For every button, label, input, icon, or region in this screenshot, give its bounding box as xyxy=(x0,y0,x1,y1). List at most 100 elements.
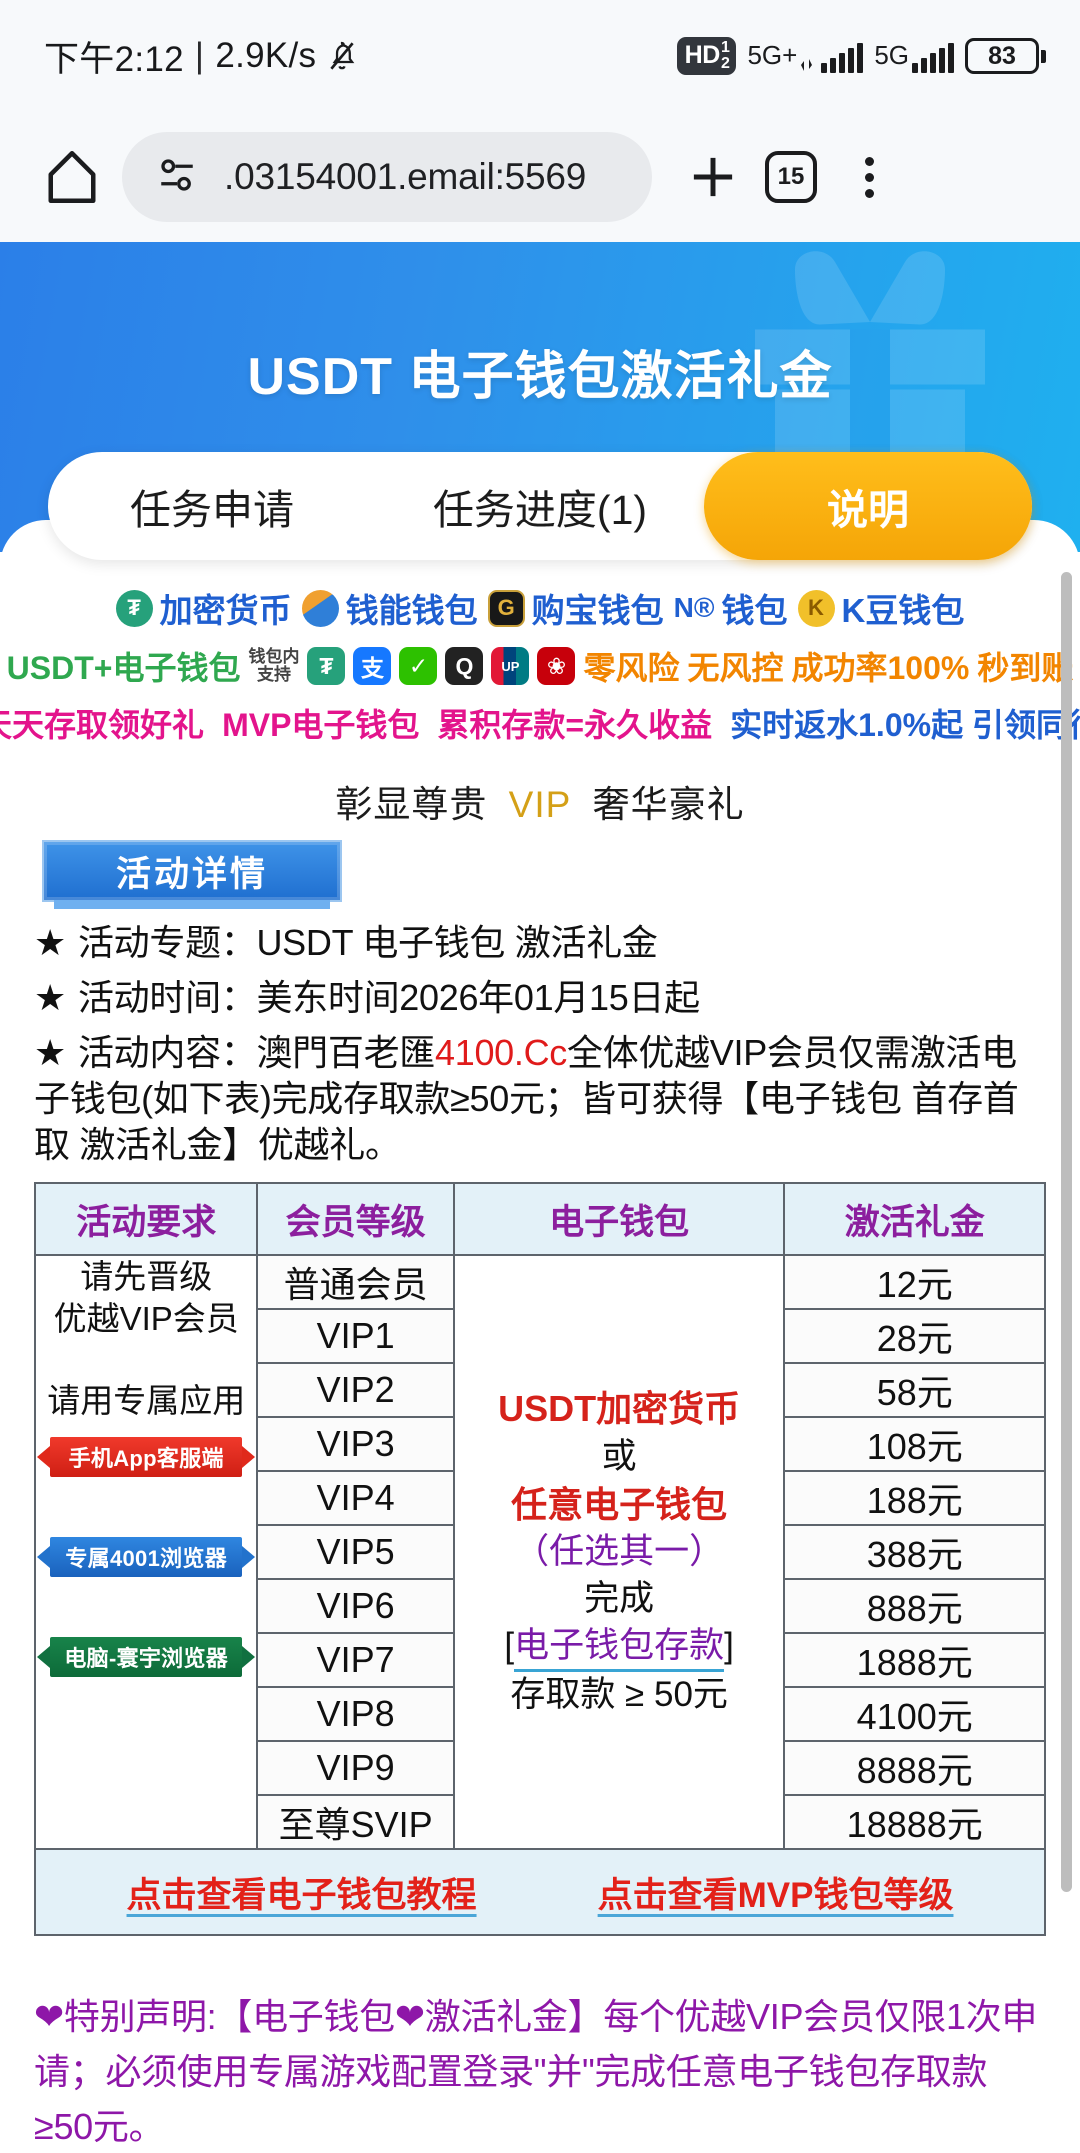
status-net-speed: 2.9K/s xyxy=(215,36,317,75)
gift-cell: 4100元 xyxy=(783,1686,1046,1743)
vip-tagline-mid: VIP xyxy=(508,784,572,825)
browser-toolbar: .03154001.email:5569 15 xyxy=(0,112,1080,242)
signal-1-label: 5G+ xyxy=(747,39,798,70)
tether-icon: ₮ xyxy=(115,589,153,627)
page-settings-icon[interactable] xyxy=(156,154,198,201)
hd-sim-bottom: 2 xyxy=(720,54,730,72)
signal-2-group: 5G xyxy=(874,40,954,73)
table-row: 请先晋级 优越VIP会员 请用专属应用 手机App客服端 专属4001浏览器 电… xyxy=(33,1254,1046,1851)
pc-browser-button[interactable]: 电脑-寰宇浏览器 xyxy=(48,1635,245,1680)
goubao-wallet-icon: G xyxy=(487,589,525,627)
vip-tagline-right: 奢华豪礼 xyxy=(592,784,745,825)
level-cell: VIP1 xyxy=(256,1308,455,1365)
gift-cell: 1888元 xyxy=(783,1632,1046,1689)
status-bar: 下午2:12 | 2.9K/s HD 1 2 5G+ xyxy=(0,0,1080,112)
level-cell: VIP5 xyxy=(256,1524,455,1581)
support-label-line1: 钱包内 xyxy=(248,647,300,667)
level-cell: VIP8 xyxy=(256,1686,455,1743)
wallet-cell: USDT加密货币 或 任意电子钱包 （任选其一） 完成 [电子钱包存款] 存取款… xyxy=(452,1254,786,1851)
table-header-cell: 激活礼金 xyxy=(783,1182,1046,1257)
wallet-deposit-link[interactable]: 电子钱包存款 xyxy=(514,1623,725,1673)
tab-task-apply[interactable]: 任务申请 xyxy=(130,487,294,533)
claim-3: 秒到账 xyxy=(977,650,1074,686)
mobile-app-button[interactable]: 手机App客服端 xyxy=(48,1435,245,1480)
unionpay-icon: UP xyxy=(491,647,530,685)
wallet-brand-item: K K豆钱包 xyxy=(797,584,964,632)
hd-voice-icon: HD 1 2 xyxy=(676,37,737,75)
mvp-wallet-level-link[interactable]: 点击查看MVP钱包等级 xyxy=(597,1875,954,1915)
status-separator: | xyxy=(194,36,205,75)
tab-switcher-button[interactable]: 15 xyxy=(752,138,830,216)
wallet-tutorial-link[interactable]: 点击查看电子钱包教程 xyxy=(126,1875,477,1915)
tab-bar: 任务申请 任务进度(1) 说明 xyxy=(48,452,1032,560)
bell-mute-icon xyxy=(325,39,359,73)
gift-cell: 28元 xyxy=(783,1308,1046,1365)
table-header-cell: 会员等级 xyxy=(256,1182,455,1257)
activity-table: 活动要求 会员等级 电子钱包 激活礼金 请先晋级 优越VIP会员 请用专属应用 … xyxy=(33,1182,1046,1937)
table-footer-cell: 点击查看电子钱包教程 点击查看MVP钱包等级 xyxy=(34,1848,1046,1937)
level-cell: VIP2 xyxy=(256,1362,455,1419)
table-row: VIP8 4100元 xyxy=(35,1686,1046,1743)
usdt-wallet-lead: USDT+电子钱包 xyxy=(6,650,241,686)
wallet-line-5: 完成 xyxy=(584,1578,655,1618)
wallet-brand-item: G 购宝钱包 xyxy=(487,584,664,632)
benefit-1: MVP电子钱包 xyxy=(222,707,420,743)
bullet-item: ★ 活动时间：美东时间2026年01月15日起 xyxy=(34,975,1046,1021)
table-row: VIP7 1888元 xyxy=(35,1632,1046,1689)
address-bar[interactable]: .03154001.email:5569 xyxy=(122,132,652,222)
status-bar-right: HD 1 2 5G+ 5G 83 xyxy=(676,37,1046,75)
gift-cell: 18888元 xyxy=(783,1794,1046,1851)
level-cell: VIP7 xyxy=(256,1632,455,1689)
wallet-brand-item: ₮ 加密货币 xyxy=(115,584,292,632)
claim-0: 零风险 xyxy=(583,650,680,686)
signal-1-group: 5G+ xyxy=(747,39,864,73)
wallet-line-2: 或 xyxy=(601,1436,637,1476)
home-icon[interactable] xyxy=(36,141,108,213)
footer-links: 点击查看电子钱包教程 点击查看MVP钱包等级 xyxy=(36,1850,1044,1934)
requirements-cell: 请先晋级 优越VIP会员 请用专属应用 手机App客服端 专属4001浏览器 电… xyxy=(33,1254,259,1851)
gift-cell: 388元 xyxy=(783,1524,1046,1581)
wallet-line-4: （任选其一） xyxy=(514,1531,725,1571)
signal-2-label: 5G xyxy=(874,39,909,70)
table-row: VIP5 388元 xyxy=(35,1524,1046,1581)
bracket-close: ] xyxy=(724,1625,734,1665)
bullet-item-content: ★ 活动内容：澳門百老匯4100.Cc全体优越VIP会员仅需激活电子钱包(如下表)… xyxy=(34,1030,1046,1168)
tab-task-progress[interactable]: 任务进度(1) xyxy=(432,487,648,533)
bullet-content-highlight: 4100.Cc xyxy=(435,1032,567,1074)
benefit-3: 实时返水1.0%起 引领同行 xyxy=(730,707,1080,743)
kebab-dots[interactable] xyxy=(864,156,874,198)
kebab-menu-icon[interactable] xyxy=(830,138,908,216)
gift-cell: 12元 xyxy=(783,1254,1046,1311)
level-cell: VIP6 xyxy=(256,1578,455,1635)
hd-sim-fraction: 1 2 xyxy=(720,40,730,72)
new-tab-button[interactable] xyxy=(674,138,752,216)
page-scrollbar[interactable] xyxy=(1061,572,1072,1892)
wallet-brands-row: ₮ 加密货币 钱能钱包 G 购宝钱包 N® 钱包 K K豆钱包 xyxy=(0,582,1080,634)
benefit-0: 天天存取领好礼 xyxy=(0,707,205,743)
battery-percent: 83 xyxy=(965,38,1039,74)
table-row: VIP1 28元 xyxy=(35,1308,1046,1365)
tab-instructions[interactable]: 说明 xyxy=(704,452,1032,560)
status-bar-left: 下午2:12 | 2.9K/s xyxy=(44,31,359,82)
table-footer-row: 点击查看电子钱包教程 点击查看MVP钱包等级 xyxy=(34,1848,1046,1937)
requirement-line-2: 优越VIP会员 xyxy=(53,1299,239,1337)
browser-4001-button[interactable]: 专属4001浏览器 xyxy=(48,1535,245,1580)
content-sheet: ₮ 加密货币 钱能钱包 G 购宝钱包 N® 钱包 K K豆钱包 xyxy=(0,520,1080,2153)
wallet-brand-label: 购宝钱包 xyxy=(531,592,664,629)
promo-content: ₮ 加密货币 钱能钱包 G 购宝钱包 N® 钱包 K K豆钱包 xyxy=(0,520,1080,2153)
bullet-item: ★ 活动专题：USDT 电子钱包 激活礼金 xyxy=(34,920,1046,966)
wallet-brand-label: 加密货币 xyxy=(159,592,292,629)
requirement-line-3: 请用专属应用 xyxy=(47,1381,246,1419)
address-bar-url[interactable]: .03154001.email:5569 xyxy=(224,156,587,197)
level-cell: 普通会员 xyxy=(256,1254,455,1311)
heart-icon: ❤ xyxy=(34,1996,64,2038)
battery-tip xyxy=(1041,49,1046,63)
status-time: 下午2:12 xyxy=(44,39,184,79)
n-wallet-icon: N® xyxy=(673,589,715,627)
wallet-deposit-link-row[interactable]: [电子钱包存款] xyxy=(455,1623,784,1673)
bullet-text: 活动时间：美东时间2026年01月15日起 xyxy=(77,977,700,1019)
tab-count[interactable]: 15 xyxy=(765,151,817,203)
vip-tagline-left: 彰显尊贵 xyxy=(335,784,488,825)
gift-cell: 58元 xyxy=(783,1362,1046,1419)
gift-cell: 888元 xyxy=(783,1578,1046,1635)
